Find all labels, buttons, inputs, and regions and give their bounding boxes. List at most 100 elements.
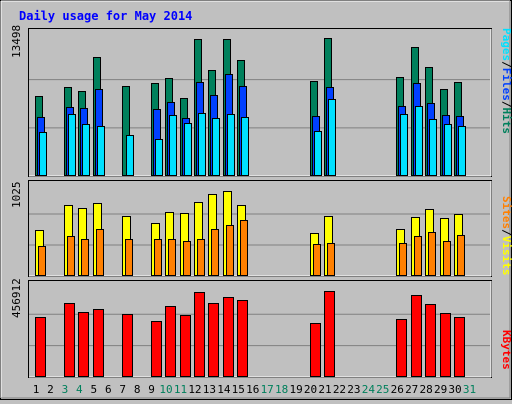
sites-bar-day-14 xyxy=(226,225,234,276)
kbytes-bar-day-28 xyxy=(425,304,436,377)
x-tick-label-13: 13 xyxy=(203,383,216,396)
kbytes-bar-day-26 xyxy=(396,319,407,377)
kbytes-bar-day-10 xyxy=(165,306,176,377)
kbytes-bar-day-13 xyxy=(208,303,219,377)
legend-entry: Files xyxy=(500,68,512,101)
x-tick-label-19: 19 xyxy=(289,383,302,396)
pages-bar-day-20 xyxy=(314,131,322,176)
kbytes-bar-day-30 xyxy=(454,317,465,377)
sites-bar-day-3 xyxy=(67,236,75,276)
pages-bar-day-29 xyxy=(444,124,452,176)
x-tick-label-22: 22 xyxy=(333,383,346,396)
kbytes-bar-day-14 xyxy=(223,297,234,377)
kbytes-bar-day-7 xyxy=(122,314,133,377)
x-tick-label-8: 8 xyxy=(134,383,141,396)
pages-bar-day-26 xyxy=(400,114,408,176)
sites-bar-day-13 xyxy=(211,229,219,276)
top-legend: Pages/Files/Hits xyxy=(500,28,512,134)
x-tick-label-3: 3 xyxy=(62,383,69,396)
sites-bar-day-9 xyxy=(154,239,162,276)
panel-bars xyxy=(35,38,466,176)
kbytes-bar-day-15 xyxy=(237,300,248,377)
x-axis-day-labels: 1 2 3 4 5 6 7 8 9 10 11 12 13 14 15 16 17 18 19 20 21 22 23 24 2… xyxy=(33,383,476,396)
sites-bar-day-30 xyxy=(457,235,465,276)
middle-legend: Sites/Visits xyxy=(500,196,512,276)
x-tick-label-29: 29 xyxy=(434,383,447,396)
panel-bars xyxy=(35,291,465,377)
pages-bar-day-21 xyxy=(328,99,336,176)
pages-bar-day-27 xyxy=(415,106,423,176)
sites-bar-day-15 xyxy=(240,220,248,276)
kbytes-bar-day-29 xyxy=(440,313,451,377)
x-tick-label-4: 4 xyxy=(76,383,83,396)
bottom-legend: KBytes xyxy=(500,330,512,370)
pages-bar-day-30 xyxy=(458,126,466,176)
pages-bar-day-12 xyxy=(198,113,206,176)
x-tick-label-14: 14 xyxy=(217,383,231,396)
kbytes-bar-day-9 xyxy=(151,321,162,377)
pages-bar-day-5 xyxy=(97,126,105,176)
x-tick-label-12: 12 xyxy=(188,383,201,396)
legend-entry: Hits xyxy=(500,108,512,135)
kbytes-bar-day-12 xyxy=(194,292,205,377)
sites-bar-day-29 xyxy=(443,241,451,276)
x-tick-label-23: 23 xyxy=(347,383,360,396)
pages-bar-day-13 xyxy=(212,118,220,176)
legend-entry: Visits xyxy=(500,236,512,276)
pages-bar-day-14 xyxy=(227,114,235,176)
kbytes-bar-day-5 xyxy=(93,309,104,377)
sites-bar-day-7 xyxy=(125,239,133,276)
legend-entry: Pages xyxy=(500,28,512,61)
x-tick-label-31: 31 xyxy=(463,383,476,396)
kbytes-bar-day-3 xyxy=(64,303,75,377)
sites-bar-day-27 xyxy=(414,236,422,276)
pages-bar-day-7 xyxy=(126,135,134,176)
pages-bar-day-4 xyxy=(82,124,90,176)
x-tick-label-18: 18 xyxy=(275,383,288,396)
x-tick-label-25: 25 xyxy=(376,383,389,396)
pages-bar-day-1 xyxy=(39,132,47,176)
x-tick-label-15: 15 xyxy=(232,383,245,396)
legend-entry: / xyxy=(500,229,512,236)
x-tick-label-9: 9 xyxy=(148,383,155,396)
x-tick-label-24: 24 xyxy=(362,383,376,396)
kbytes-bar-day-11 xyxy=(180,315,191,377)
panel-kbytes: 456912 KBytes xyxy=(10,278,512,378)
panel-bars xyxy=(35,191,465,276)
x-tick-label-17: 17 xyxy=(261,383,274,396)
sites-bar-day-4 xyxy=(81,239,89,276)
x-tick-label-6: 6 xyxy=(105,383,112,396)
sites-bar-day-5 xyxy=(96,229,104,276)
sites-bar-day-12 xyxy=(197,239,205,276)
sites-bar-day-26 xyxy=(399,243,407,276)
kbytes-bar-day-20 xyxy=(310,323,321,377)
x-tick-label-16: 16 xyxy=(246,383,259,396)
x-tick-label-21: 21 xyxy=(318,383,331,396)
x-tick-label-1: 1 xyxy=(33,383,40,396)
panel-hits-files-pages: 13498 Pages/Files/Hits xyxy=(10,25,512,177)
kbytes-bar-day-21 xyxy=(324,291,335,377)
chart-title: Daily usage for May 2014 xyxy=(19,9,192,23)
legend-entry: / xyxy=(500,61,512,68)
x-tick-label-5: 5 xyxy=(90,383,97,396)
x-tick-label-2: 2 xyxy=(47,383,54,396)
sites-bar-day-11 xyxy=(183,241,191,276)
x-tick-label-26: 26 xyxy=(391,383,404,396)
legend-entry: / xyxy=(500,101,512,108)
x-tick-label-28: 28 xyxy=(420,383,433,396)
kbytes-bar-day-1 xyxy=(35,317,46,377)
pages-bar-day-3 xyxy=(68,114,76,176)
pages-bar-day-28 xyxy=(429,119,437,176)
kbytes-bar-day-27 xyxy=(411,295,422,377)
panel-sites-visits: 1025 Sites/Visits xyxy=(10,180,512,277)
top-scale-max-label: 13498 xyxy=(10,25,23,58)
sites-bar-day-28 xyxy=(428,232,436,276)
sites-bar-day-20 xyxy=(313,244,321,276)
legend-entry: KBytes xyxy=(500,330,512,370)
pages-bar-day-10 xyxy=(169,115,177,176)
pages-bar-day-9 xyxy=(155,139,163,176)
middle-scale-max-label: 1025 xyxy=(10,182,23,209)
x-tick-label-20: 20 xyxy=(304,383,317,396)
